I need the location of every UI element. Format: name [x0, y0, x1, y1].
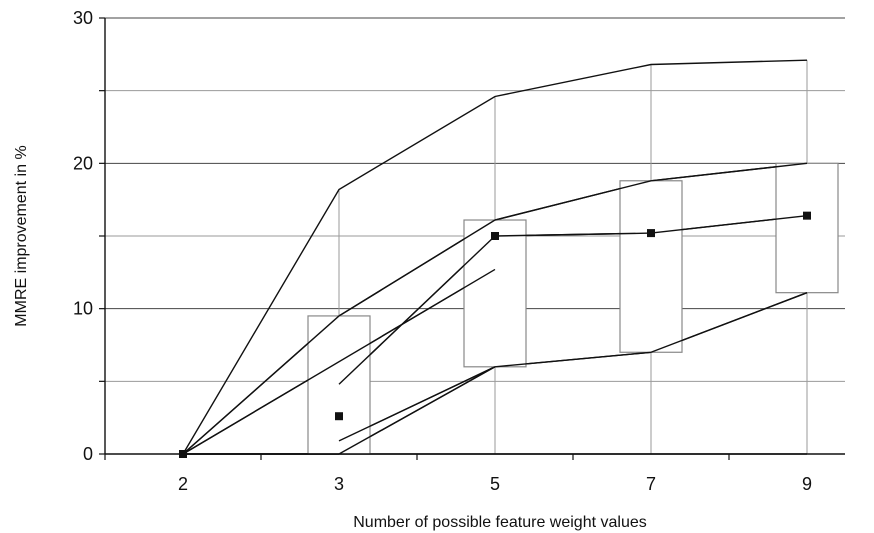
mean-marker	[491, 232, 499, 240]
boxes	[182, 162, 839, 455]
axes	[99, 17, 845, 460]
x-axis-label: Number of possible feature weight values	[353, 514, 647, 531]
series-segment-upper	[338, 219, 496, 317]
x-tick-label: 2	[178, 474, 188, 494]
connector-segment	[338, 235, 496, 385]
x-tick-label: 7	[646, 474, 656, 494]
connector-segment	[338, 366, 496, 442]
series-segment-lower	[338, 366, 496, 455]
y-tick-label: 30	[73, 8, 93, 28]
series-segment-upper	[494, 180, 652, 221]
box-9	[775, 162, 839, 294]
series-segment-lower	[650, 292, 808, 353]
category-gridlines	[338, 60, 808, 454]
y-axis-label: MMRE improvement in %	[13, 145, 30, 326]
box-5	[463, 219, 527, 368]
mean-marker	[803, 211, 811, 220]
connector-segment	[494, 232, 652, 237]
series-segment-upper	[182, 315, 340, 455]
y-tick-label: 20	[73, 153, 93, 173]
mean-marker	[335, 412, 343, 421]
series-line-max	[182, 59, 808, 455]
mean-marker	[647, 229, 655, 238]
y-tick-label: 0	[83, 444, 93, 464]
x-tick-label: 9	[802, 474, 812, 494]
connector-segment	[182, 268, 496, 455]
y-tick-label: 10	[73, 299, 93, 319]
y-tick-labels: 0 10 20 30	[73, 8, 93, 464]
box-3	[307, 315, 371, 455]
x-tick-labels: 2 3 5 7 9	[178, 474, 812, 494]
series-segment-upper	[650, 162, 808, 182]
series-segment-lower	[494, 351, 652, 368]
x-tick-label: 3	[334, 474, 344, 494]
connector-segment	[650, 214, 808, 234]
box-7	[619, 180, 683, 353]
x-tick-label: 5	[490, 474, 500, 494]
